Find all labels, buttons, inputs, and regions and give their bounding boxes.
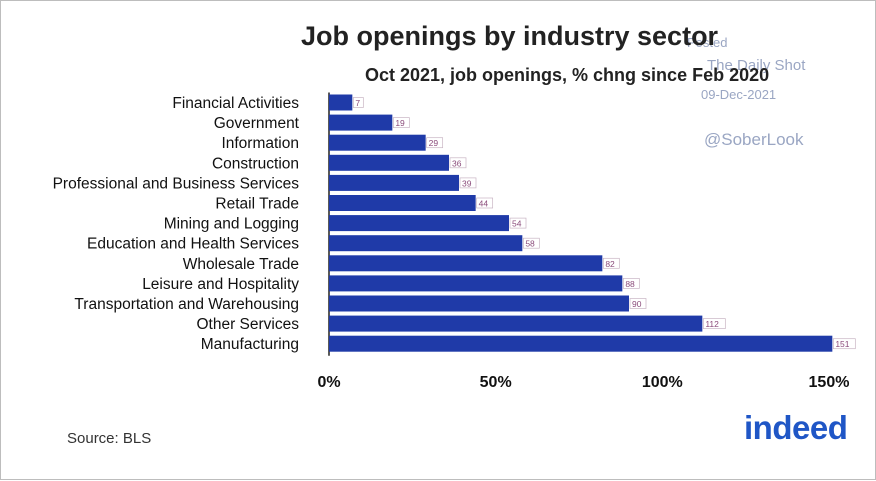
data-label-box [629, 298, 647, 309]
data-label: 90 [632, 299, 642, 309]
bar [329, 195, 476, 211]
bar [329, 335, 833, 352]
bar [329, 275, 623, 292]
data-label-box [522, 237, 540, 249]
category-label: Wholesale Trade [183, 256, 299, 273]
watermark-daily-shot: The Daily Shot [707, 57, 806, 74]
bar [329, 235, 523, 252]
data-label: 151 [835, 339, 849, 349]
data-label: 39 [462, 178, 472, 188]
x-tick-label: 150% [809, 374, 850, 391]
source-note: Source: BLS [67, 430, 152, 447]
data-label: 82 [605, 259, 615, 269]
category-label: Retail Trade [215, 196, 299, 213]
chart-title: Job openings by industry sector [301, 21, 719, 51]
data-label-box [509, 217, 527, 229]
data-label: 19 [395, 118, 405, 128]
bar [329, 94, 353, 111]
data-label: 44 [479, 199, 489, 209]
category-label: Mining and Logging [164, 216, 299, 233]
category-label: Professional and Business Services [53, 175, 300, 192]
bar [329, 174, 459, 191]
data-label-box [832, 338, 856, 350]
category-label: Transportation and Warehousing [74, 296, 299, 313]
bar [329, 315, 703, 332]
bar [329, 134, 426, 151]
data-label: 29 [429, 138, 439, 148]
data-label-box [602, 257, 620, 269]
x-tick-label: 100% [642, 374, 683, 391]
data-label-box [426, 137, 444, 149]
chart-subtitle: Oct 2021, job openings, % chng since Feb… [365, 65, 770, 85]
data-label: 112 [705, 319, 719, 329]
bar [329, 114, 393, 131]
category-label: Financial Activities [172, 95, 299, 112]
category-label: Government [214, 115, 300, 132]
data-label-box [459, 177, 477, 189]
data-label: 54 [512, 219, 522, 229]
data-label-box [702, 318, 726, 329]
watermark-date: 09-Dec-2021 [701, 87, 777, 102]
category-label: Other Services [196, 316, 299, 333]
category-label: Education and Health Services [87, 236, 299, 253]
bar [329, 295, 629, 312]
bar [329, 154, 449, 171]
x-tick-label: 50% [480, 374, 512, 391]
data-label-box [476, 197, 494, 209]
bar [329, 215, 509, 232]
watermark-handle: @SoberLook [704, 130, 804, 149]
bar [329, 255, 603, 272]
data-label-box [352, 97, 364, 108]
category-label: Construction [212, 155, 299, 172]
watermark-posted: Posted [687, 35, 728, 50]
data-label-box [449, 157, 467, 169]
data-label: 58 [525, 239, 535, 249]
data-label-box [622, 278, 640, 289]
category-label: Leisure and Hospitality [142, 276, 299, 293]
x-tick-label: 0% [317, 374, 340, 391]
data-label-box [392, 117, 410, 128]
data-label: 7 [355, 98, 360, 108]
indeed-logo: indeed [744, 409, 848, 446]
category-label: Manufacturing [201, 336, 299, 353]
data-label: 36 [452, 158, 462, 168]
data-label: 88 [625, 279, 635, 289]
category-label: Information [221, 135, 299, 152]
